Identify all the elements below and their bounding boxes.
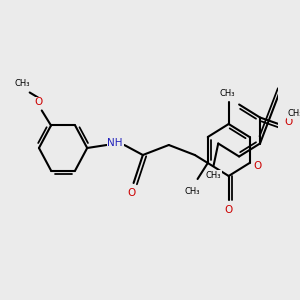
Text: O: O	[128, 188, 136, 198]
Text: O: O	[254, 161, 262, 171]
Text: NH: NH	[107, 138, 123, 148]
Text: O: O	[224, 205, 233, 215]
Text: CH₃: CH₃	[287, 109, 300, 118]
Text: CH₃: CH₃	[14, 79, 30, 88]
Text: CH₃: CH₃	[184, 187, 200, 196]
Text: O: O	[34, 98, 42, 107]
Text: O: O	[284, 116, 292, 127]
Text: CH₃: CH₃	[206, 171, 221, 180]
Text: CH₃: CH₃	[219, 88, 235, 98]
